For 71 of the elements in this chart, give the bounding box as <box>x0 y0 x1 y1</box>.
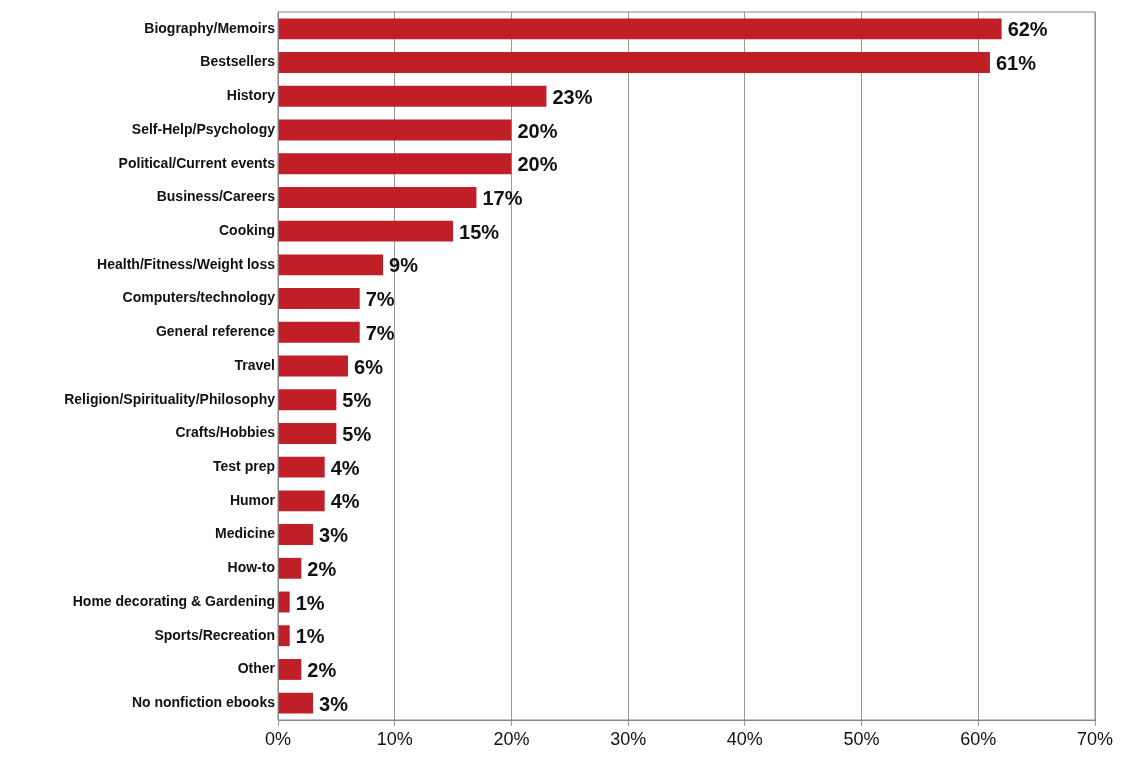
bar <box>278 254 384 276</box>
y-tick-label: No nonfiction ebooks <box>131 694 276 710</box>
y-tick-label: Bestsellers <box>200 53 276 70</box>
bar <box>278 186 477 208</box>
data-label: 1% <box>295 591 325 614</box>
y-tick-label: Humor <box>229 491 276 508</box>
bar <box>278 692 314 714</box>
y-tick-label: Test prep <box>213 458 275 474</box>
bar <box>278 119 512 141</box>
y-tick-label: History <box>226 87 276 104</box>
y-tick-label: Home decorating & Gardening <box>72 592 275 609</box>
y-tick-label: Medicine <box>215 525 276 542</box>
bar <box>278 557 302 579</box>
bar <box>278 524 314 546</box>
data-label: 5% <box>342 389 372 412</box>
bar <box>278 18 1002 40</box>
bar <box>278 422 337 444</box>
y-tick-label: Religion/Spirituality/Philosophy <box>64 390 276 407</box>
y-tick-label: General reference <box>155 323 276 340</box>
data-label: 3% <box>319 524 349 547</box>
data-label: 7% <box>365 288 395 311</box>
data-label: 2% <box>307 658 337 681</box>
bar <box>278 355 349 377</box>
y-tick-label: Business/Careers <box>156 188 276 205</box>
bar <box>278 625 290 647</box>
data-label: 9% <box>389 254 419 277</box>
bar <box>278 321 360 343</box>
data-label: 3% <box>319 692 349 715</box>
x-tick-label: 70% <box>1076 728 1114 749</box>
y-tick-label: Political/Current events <box>118 154 276 171</box>
y-tick-label: Health/Fitness/Weight loss <box>97 255 276 272</box>
x-tick-label: 40% <box>726 728 763 749</box>
y-tick-label: Crafts/Hobbies <box>175 424 276 441</box>
data-label: 62% <box>1007 18 1048 41</box>
data-label: 4% <box>330 490 360 513</box>
data-label: 15% <box>459 220 500 243</box>
x-tick-label: 30% <box>610 728 647 749</box>
data-label: 61% <box>995 52 1037 75</box>
bar <box>278 389 337 411</box>
x-tick-label: 10% <box>376 728 413 749</box>
bar <box>278 52 990 74</box>
bar <box>278 591 290 613</box>
y-tick-label: Cooking <box>219 222 275 238</box>
data-label: 4% <box>330 456 360 479</box>
bar <box>278 490 325 512</box>
y-tick-label: Sports/Recreation <box>154 626 275 643</box>
y-tick-label: Biography/Memoirs <box>144 19 276 36</box>
data-label: 5% <box>342 422 372 445</box>
bar <box>278 85 547 107</box>
x-tick-label: 50% <box>843 728 880 749</box>
bar <box>278 288 360 310</box>
data-label: 20% <box>517 119 558 142</box>
x-tick-label: 60% <box>960 728 997 749</box>
bar <box>278 456 325 478</box>
y-tick-label: How-to <box>227 559 275 576</box>
data-label: 20% <box>517 153 558 176</box>
data-label: 7% <box>365 321 395 344</box>
bar <box>278 153 512 175</box>
y-tick-label: Computers/technology <box>122 289 276 306</box>
data-label: 17% <box>482 186 523 209</box>
y-tick-label: Self-Help/Psychology <box>131 120 276 137</box>
bar <box>278 220 454 242</box>
data-label: 23% <box>552 85 593 108</box>
x-tick-label: 20% <box>493 728 530 749</box>
data-label: 2% <box>307 557 337 580</box>
bar <box>278 658 302 680</box>
y-tick-label: Travel <box>234 356 275 373</box>
data-label: 6% <box>354 355 384 378</box>
x-tick-label: 0% <box>264 728 292 749</box>
y-tick-label: Other <box>237 660 276 677</box>
data-label: 1% <box>295 625 325 648</box>
